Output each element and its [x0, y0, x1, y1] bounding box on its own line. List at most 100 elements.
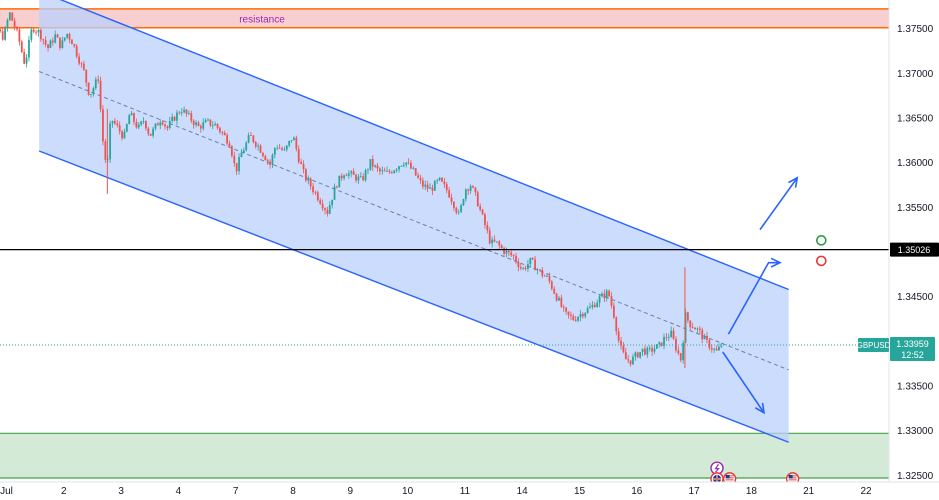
- candle-body: [66, 33, 69, 38]
- candle-body: [622, 345, 625, 353]
- countdown-label: 12:52: [901, 350, 924, 360]
- candle: [314, 190, 317, 196]
- candle-body: [266, 160, 269, 162]
- candle: [527, 259, 529, 273]
- candle: [679, 352, 682, 363]
- candle-body: [546, 275, 548, 277]
- regression-channel[interactable]: [38, 0, 789, 443]
- candle-body: [357, 176, 360, 181]
- projection-arrow[interactable]: [727, 261, 781, 335]
- candle-body: [278, 147, 281, 149]
- candle-body: [708, 339, 711, 349]
- candle: [87, 82, 90, 96]
- candle-body: [44, 40, 47, 45]
- channel-lower-line[interactable]: [38, 150, 789, 443]
- candle-body: [207, 119, 209, 121]
- candle-body: [615, 317, 618, 332]
- channel-middle-line[interactable]: [38, 71, 789, 371]
- candle: [16, 25, 18, 32]
- candle-body: [340, 175, 343, 179]
- level-price-label: 1.35026: [898, 245, 931, 255]
- uk-flag-event-icon[interactable]: [710, 472, 724, 486]
- price-tick-label: 1.37000: [897, 69, 934, 80]
- candle-body: [503, 247, 505, 254]
- candle-body: [522, 267, 525, 269]
- candle-body: [386, 170, 388, 172]
- candle-body: [18, 29, 21, 42]
- candle-body: [35, 31, 38, 33]
- candle: [1, 27, 4, 41]
- candle: [116, 119, 119, 128]
- candle-body: [698, 328, 701, 330]
- candle: [388, 168, 391, 174]
- candle-body: [493, 239, 496, 242]
- candle-body: [474, 187, 477, 193]
- candle: [364, 168, 367, 182]
- candle-body: [527, 264, 529, 269]
- alert-down-icon[interactable]: [816, 255, 827, 267]
- candle-body: [171, 116, 174, 122]
- candle: [517, 258, 520, 272]
- candle: [238, 153, 240, 175]
- candle: [230, 144, 233, 158]
- candle-body: [13, 20, 16, 28]
- candle-body: [97, 79, 100, 81]
- price-tick-label: 1.36500: [897, 113, 934, 124]
- candle-body: [441, 177, 443, 182]
- support-zone[interactable]: [0, 433, 889, 478]
- candle: [304, 167, 307, 183]
- projection-arrow[interactable]: [722, 351, 765, 414]
- candle: [629, 360, 632, 367]
- projection-arrow[interactable]: [759, 177, 798, 231]
- candle-body: [166, 126, 169, 128]
- time-tick-label: 16: [631, 486, 643, 497]
- candle-body: [140, 121, 143, 125]
- candle-body: [620, 340, 622, 346]
- candle: [548, 272, 551, 284]
- candle: [596, 299, 599, 308]
- candle-body: [16, 27, 18, 30]
- candle: [82, 60, 85, 71]
- candle: [450, 193, 453, 205]
- candle-body: [433, 181, 436, 191]
- candle-body: [85, 69, 88, 83]
- candle: [484, 212, 486, 229]
- candle: [620, 336, 622, 350]
- candle: [667, 333, 670, 341]
- candle-body: [431, 187, 434, 191]
- candle-body: [484, 214, 486, 226]
- candle-body: [293, 137, 295, 141]
- alert-up-icon[interactable]: [816, 235, 827, 246]
- candle-body: [350, 171, 353, 174]
- candle-body: [176, 112, 178, 121]
- candle: [235, 163, 238, 175]
- candle-body: [598, 296, 601, 303]
- resistance-zone[interactable]: [0, 8, 889, 28]
- candle: [247, 132, 250, 144]
- candle-body: [672, 330, 675, 339]
- candle-body: [663, 336, 665, 346]
- candle-body: [450, 197, 453, 202]
- candle: [216, 123, 219, 130]
- candle-body: [183, 109, 186, 113]
- candle: [23, 48, 26, 65]
- candle-body: [703, 335, 706, 340]
- candle: [331, 199, 334, 209]
- candle: [622, 342, 625, 354]
- candle: [195, 120, 197, 128]
- time-tick-label: 10: [402, 486, 414, 497]
- candle-body: [125, 124, 128, 132]
- candle-body: [371, 158, 374, 167]
- time-axis[interactable]: Jul 2 3 4 7 8 9 10 11 14 15 16 17 18 21 22: [0, 481, 939, 500]
- candle-body: [336, 186, 338, 188]
- candle: [357, 174, 360, 184]
- candle-body: [419, 177, 422, 181]
- candle: [92, 86, 95, 97]
- candle: [211, 121, 214, 130]
- channel-upper-line[interactable]: [39, 0, 789, 291]
- candle-body: [648, 347, 651, 349]
- candle: [644, 345, 646, 356]
- candle-body: [104, 141, 107, 160]
- candle-body: [56, 34, 59, 38]
